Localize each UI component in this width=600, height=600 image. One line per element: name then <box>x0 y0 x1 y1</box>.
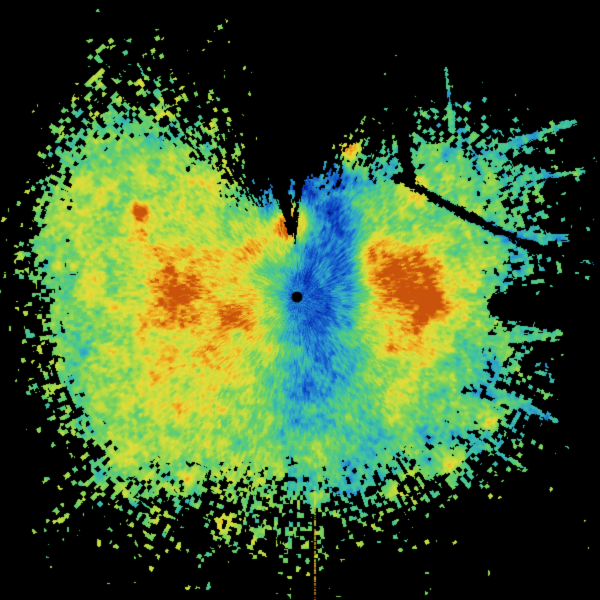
heatmap-image <box>0 0 600 600</box>
false-color-map-viewport <box>0 0 600 600</box>
